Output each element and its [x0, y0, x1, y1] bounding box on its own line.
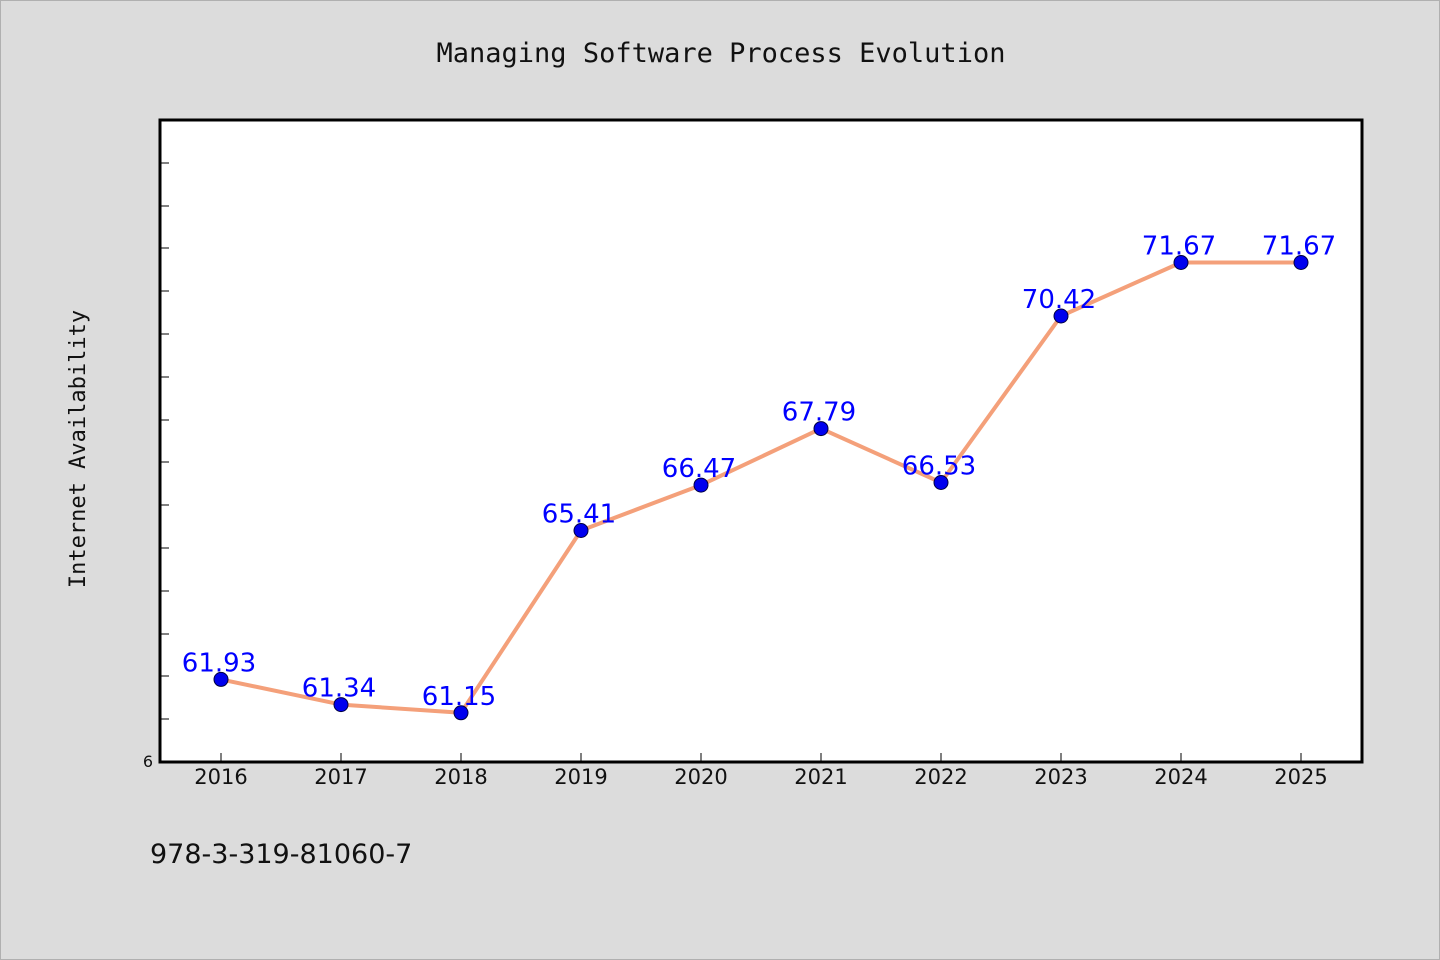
- x-tick-label: 2025: [1274, 765, 1327, 789]
- x-tick-label: 2024: [1154, 765, 1207, 789]
- data-label: 71.67: [1262, 232, 1336, 262]
- isbn-text: 978-3-319-81060-7: [150, 839, 412, 870]
- data-point-marker: [1293, 255, 1309, 270]
- y-tick-label: 6: [143, 752, 153, 771]
- x-tick-label: 2021: [794, 765, 847, 789]
- data-point-marker: [693, 477, 709, 493]
- x-tick-label: 2020: [674, 765, 727, 789]
- data-label: 61.34: [302, 674, 376, 704]
- data-label: 67.79: [782, 398, 856, 428]
- series-line-group: [219, 260, 1303, 715]
- data-label: 66.47: [662, 454, 736, 484]
- data-point-marker: [213, 671, 229, 687]
- data-point-marker: [453, 705, 469, 721]
- markers-group: [213, 255, 1309, 721]
- data-point-marker: [813, 421, 829, 437]
- data-point-marker: [573, 523, 589, 538]
- data-point-marker: [1053, 308, 1069, 324]
- x-tick-label: 2019: [554, 765, 607, 789]
- y-axis-label: Internet Availability: [66, 310, 91, 588]
- data-label: 65.41: [542, 500, 616, 530]
- x-axis: 2016 2017 2018 2019 2020 2021 2022 2023 2024 2025: [194, 753, 1328, 789]
- data-point-marker: [933, 475, 949, 490]
- x-tick-label: 2016: [194, 765, 247, 789]
- data-label: 71.67: [1142, 232, 1216, 262]
- chart-title: Managing Software Process Evolution: [437, 38, 1006, 69]
- x-tick-label: 2018: [434, 765, 487, 789]
- data-label: 61.93: [182, 648, 256, 678]
- series-line: [219, 260, 1303, 715]
- x-tick-label: 2023: [1034, 765, 1087, 789]
- data-labels-group: 61.93 61.34 61.15 65.41 66.47 67.79 66.53 70.42…: [182, 232, 1336, 712]
- x-tick-label: 2022: [914, 765, 967, 789]
- plot-area: [158, 118, 1364, 764]
- data-label: 61.15: [422, 682, 496, 712]
- y-axis-ticks: [160, 162, 169, 763]
- data-label: 66.53: [902, 452, 976, 482]
- data-point-marker: [1173, 255, 1189, 270]
- x-tick-label: 2017: [314, 765, 367, 789]
- data-point-marker: [333, 697, 349, 713]
- data-label: 70.42: [1022, 285, 1096, 315]
